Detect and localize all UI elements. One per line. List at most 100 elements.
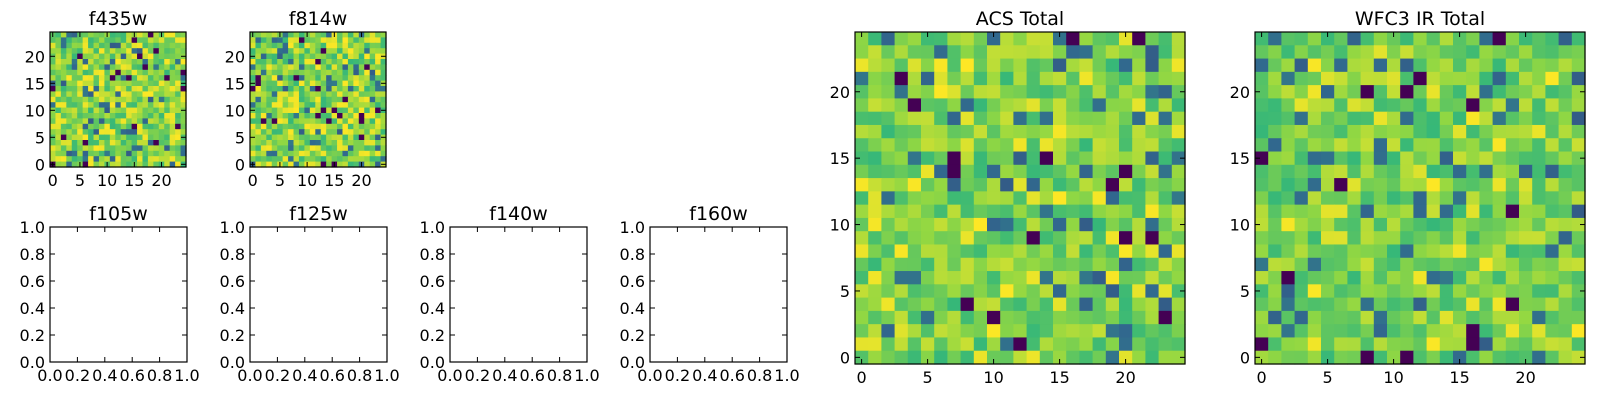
heatmap-cell [1426,32,1441,46]
heatmap-cell [1373,244,1388,259]
x-tick-label: 0.0 [637,366,662,385]
heatmap-cell [266,113,273,119]
heatmap-cell [158,118,165,125]
heatmap-cell [1492,151,1507,166]
heatmap-cell [364,75,371,82]
heatmap-cell [115,113,122,119]
heatmap-cell [1255,98,1269,113]
heatmap-cell [1321,85,1335,99]
heatmap-cell [1532,45,1546,60]
heatmap-cell [260,80,267,87]
heatmap-cell [315,59,322,65]
heatmap-cell [1360,204,1375,219]
heatmap-cell [1479,257,1494,272]
heatmap-cell [315,32,322,38]
heatmap-cell [1387,138,1401,153]
heatmap-cell [293,37,300,44]
heatmap-cell [320,134,327,141]
heatmap-cell [907,191,922,206]
heatmap-cell [342,129,349,136]
heatmap-cell [1347,32,1362,46]
heatmap-cell [1105,111,1120,126]
heatmap-cell [855,45,869,60]
heatmap-cell [960,217,975,232]
heatmap-cell [1281,284,1296,299]
heatmap-cell [1105,244,1120,259]
heatmap-cell [1119,191,1133,206]
heatmap-cell [1558,124,1573,139]
heatmap-cell [1268,32,1282,46]
heatmap-cell [175,80,182,87]
heatmap-cell [288,59,295,65]
heatmap-cell [153,118,160,125]
heatmap-cell [1039,98,1054,113]
heatmap-cell [1171,297,1186,312]
heatmap-cell [88,150,95,157]
heatmap-cell [375,145,382,152]
heatmap-cell [987,324,1001,339]
heatmap-cell [1053,337,1067,352]
heatmap-cell [88,37,95,44]
heatmap-cell [1466,337,1480,352]
heatmap-cell [142,113,149,119]
heatmap-cell [1558,231,1573,246]
heatmap-cell [1360,98,1375,113]
heatmap-cell [153,102,160,109]
heatmap-cell [304,145,311,152]
heatmap-cell [934,217,948,232]
heatmap-cell [894,164,909,179]
heatmap-cell [1145,45,1160,60]
heatmap-cell [1132,178,1146,192]
heatmap-cell [1334,191,1348,206]
heatmap-cell [50,129,57,136]
heatmap-cell [115,80,122,87]
heatmap-cell [1132,138,1146,153]
heatmap-cell [153,42,160,49]
heatmap-cell [1119,271,1133,285]
heatmap-cell [1439,45,1454,60]
heatmap-cell [1268,58,1282,73]
heatmap-cell [137,53,144,60]
heatmap-cell [1092,271,1107,285]
heatmap-cell [1347,164,1362,179]
heatmap-cell [1360,58,1375,73]
heatmap-cell [55,113,62,119]
heatmap-cell [960,164,975,179]
heatmap-cell [1545,191,1560,206]
heatmap-cell [331,118,338,125]
heatmap-cell [1158,85,1173,99]
y-tick-label: 1.0 [220,218,245,237]
heatmap-cell [1092,124,1107,139]
heatmap-cell [1426,231,1441,246]
heatmap-cell [277,140,284,146]
heatmap-cell [115,129,122,136]
heatmap-cell [353,96,360,103]
heatmap-cell [1294,231,1309,246]
heatmap-cell [164,32,171,38]
heatmap-cell [1505,271,1520,285]
heatmap-cell [1347,45,1362,60]
heatmap-cell [1307,191,1322,206]
heatmap-cell [277,123,284,130]
heatmap-cell [369,118,376,125]
heatmap-cell [153,134,160,141]
heatmap-cell [120,102,127,109]
heatmap-cell [104,129,111,136]
x-tick-label: 0.0 [37,366,62,385]
heatmap-cell [1321,350,1335,365]
heatmap-cell [1373,271,1388,285]
heatmap-cell [364,91,371,98]
heatmap-cell [1039,151,1054,166]
heatmap-cell [1307,257,1322,272]
x-tick-label: 20 [1515,368,1535,387]
heatmap-cell [1281,271,1296,285]
heatmap-cell [180,64,187,71]
heatmap-cell [93,32,100,38]
heatmap-cell [109,69,116,76]
heatmap-cell [266,53,273,60]
heatmap-cell [1558,178,1573,192]
heatmap-cell [1039,257,1054,272]
y-tick-label: 0.8 [220,245,245,264]
heatmap-cell [115,134,122,141]
heatmap-cell [131,102,138,109]
